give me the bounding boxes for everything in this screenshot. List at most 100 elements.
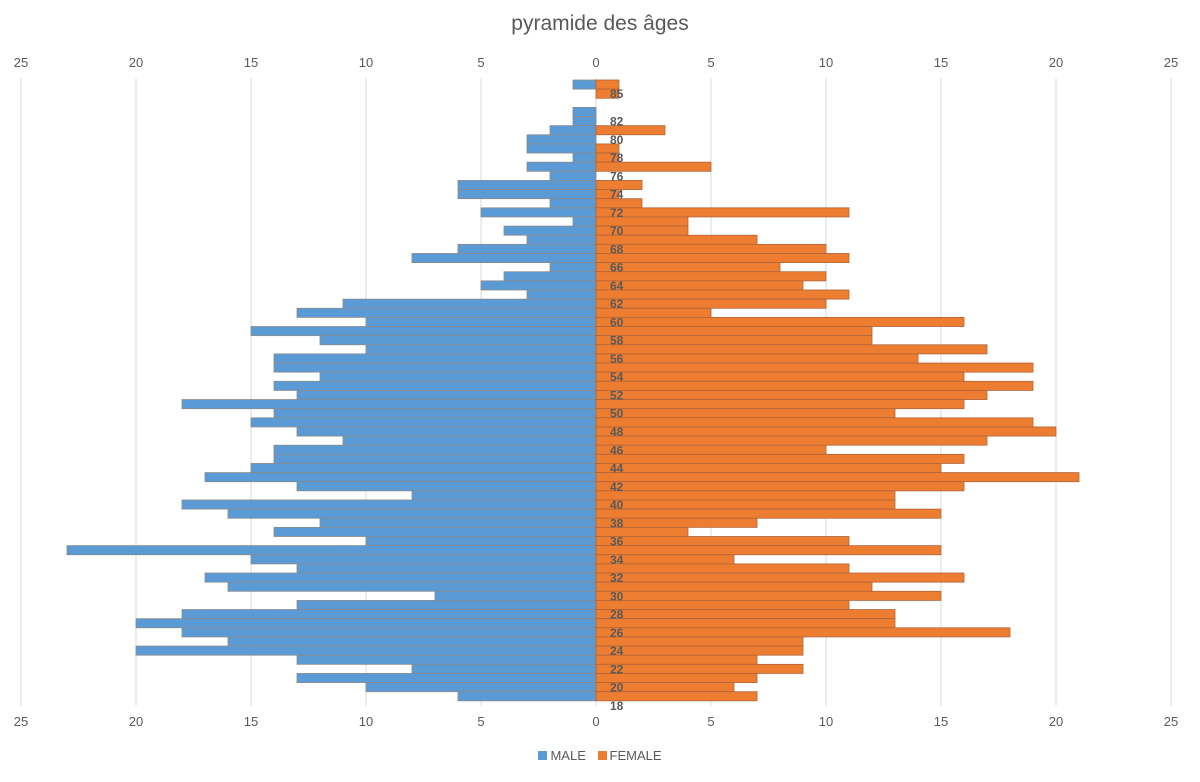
female-bar-age-52 <box>595 390 988 400</box>
female-bar-age-50 <box>595 408 896 419</box>
male-bar-age-49 <box>250 417 597 428</box>
female-bar-age-28 <box>595 609 896 620</box>
legend-item-female: FEMALE <box>597 748 662 763</box>
age-label-52: 52 <box>610 388 624 402</box>
female-bar-age-63 <box>595 289 850 300</box>
female-bar-age-58 <box>595 335 873 346</box>
male-bar-age-53 <box>273 380 597 391</box>
age-label-20: 20 <box>610 681 624 695</box>
female-bar-age-57 <box>595 344 988 355</box>
age-label-82: 82 <box>610 115 624 129</box>
age-label-24: 24 <box>610 644 624 658</box>
female-bar-age-32 <box>595 572 965 583</box>
male-bar-age-65 <box>503 271 597 282</box>
bottom-tick-label: 20 <box>129 714 143 729</box>
top-tick-label: 10 <box>359 55 373 70</box>
female-bar-age-26 <box>595 627 1011 638</box>
female-bar-age-36 <box>595 536 850 547</box>
age-label-48: 48 <box>610 425 624 439</box>
female-bar-age-59 <box>595 326 873 337</box>
male-bar-age-77 <box>526 161 597 172</box>
male-bar-age-48 <box>296 426 597 437</box>
male-bar-age-22 <box>411 663 597 674</box>
age-label-44: 44 <box>610 462 624 476</box>
male-bar-age-83 <box>572 106 597 117</box>
age-label-32: 32 <box>610 571 624 585</box>
female-bar-age-30 <box>595 590 942 601</box>
age-label-78: 78 <box>610 151 624 165</box>
male-bar-age-61 <box>296 307 597 318</box>
male-bar-age-80 <box>526 134 597 145</box>
female-bar-age-40 <box>595 499 896 510</box>
male-bar-age-46 <box>273 444 597 455</box>
bottom-tick-label: 5 <box>477 714 484 729</box>
male-bar-age-41 <box>411 490 597 501</box>
male-bar-age-76 <box>549 170 597 181</box>
male-bar-age-28 <box>181 609 597 620</box>
top-tick-label: 20 <box>129 55 143 70</box>
male-bar-age-19 <box>457 691 597 702</box>
male-bar-age-40 <box>181 499 597 510</box>
age-label-76: 76 <box>610 169 624 183</box>
male-bar-age-63 <box>526 289 597 300</box>
female-bar-age-45 <box>595 453 965 464</box>
age-label-18: 18 <box>610 699 624 713</box>
age-label-30: 30 <box>610 589 624 603</box>
female-bar-age-51 <box>595 399 965 410</box>
male-bar-age-62 <box>342 298 597 309</box>
bottom-axis-ticks: 25 20 15 10 5 0 5 10 15 20 25 <box>14 714 1178 729</box>
male-bar-age-31 <box>227 581 597 592</box>
bottom-tick-label: 0 <box>592 714 599 729</box>
bottom-tick-label: 20 <box>1049 714 1063 729</box>
female-bar-age-44 <box>595 463 942 473</box>
age-label-28: 28 <box>610 608 624 622</box>
female-bar-age-67 <box>595 253 850 264</box>
male-bar-age-38 <box>319 517 597 528</box>
female-bar-age-64 <box>595 280 804 291</box>
female-bar-age-19 <box>595 691 758 702</box>
male-bar-age-29 <box>296 600 597 610</box>
male-bar-age-75 <box>457 180 597 190</box>
female-bar-age-43 <box>595 472 1080 483</box>
male-bar-age-72 <box>480 207 597 218</box>
age-label-42: 42 <box>610 480 624 494</box>
male-bar-age-86 <box>572 79 597 90</box>
male-bar-age-55 <box>273 362 597 373</box>
age-label-60: 60 <box>610 315 624 329</box>
female-bar-age-53 <box>595 380 1034 391</box>
female-bar-age-77 <box>595 161 712 172</box>
bars <box>66 79 1080 702</box>
female-bar-age-29 <box>595 600 850 610</box>
age-label-85: 85 <box>610 87 624 101</box>
female-bar-age-54 <box>595 371 965 382</box>
age-label-50: 50 <box>610 407 624 421</box>
female-bar-age-27 <box>595 618 896 629</box>
top-tick-label: 25 <box>14 55 28 70</box>
legend: MALE FEMALE <box>0 748 1200 763</box>
female-bar-age-22 <box>595 663 804 674</box>
age-label-34: 34 <box>610 553 624 567</box>
female-bar-age-25 <box>595 636 804 647</box>
top-tick-label: 15 <box>934 55 948 70</box>
male-bar-age-54 <box>319 371 597 382</box>
female-bar-age-49 <box>595 417 1034 428</box>
male-bar-age-51 <box>181 399 597 410</box>
female-bar-age-60 <box>595 316 965 327</box>
male-bar-age-69 <box>526 234 597 245</box>
age-label-46: 46 <box>610 443 624 457</box>
age-label-36: 36 <box>610 535 624 549</box>
male-bar-age-60 <box>365 316 597 327</box>
male-bar-age-35 <box>66 545 597 556</box>
top-tick-label: 0 <box>592 55 599 70</box>
male-bar-age-43 <box>204 472 597 483</box>
age-label-62: 62 <box>610 297 624 311</box>
bottom-tick-label: 10 <box>819 714 833 729</box>
age-label-40: 40 <box>610 498 624 512</box>
bottom-tick-label: 25 <box>14 714 28 729</box>
female-swatch-icon <box>597 751 607 760</box>
male-bar-age-66 <box>549 262 597 273</box>
age-label-80: 80 <box>610 133 624 147</box>
top-axis-ticks: 25 20 15 10 5 0 5 10 15 20 25 <box>14 55 1178 70</box>
female-bar-age-55 <box>595 362 1034 373</box>
male-bar-age-36 <box>365 536 597 547</box>
